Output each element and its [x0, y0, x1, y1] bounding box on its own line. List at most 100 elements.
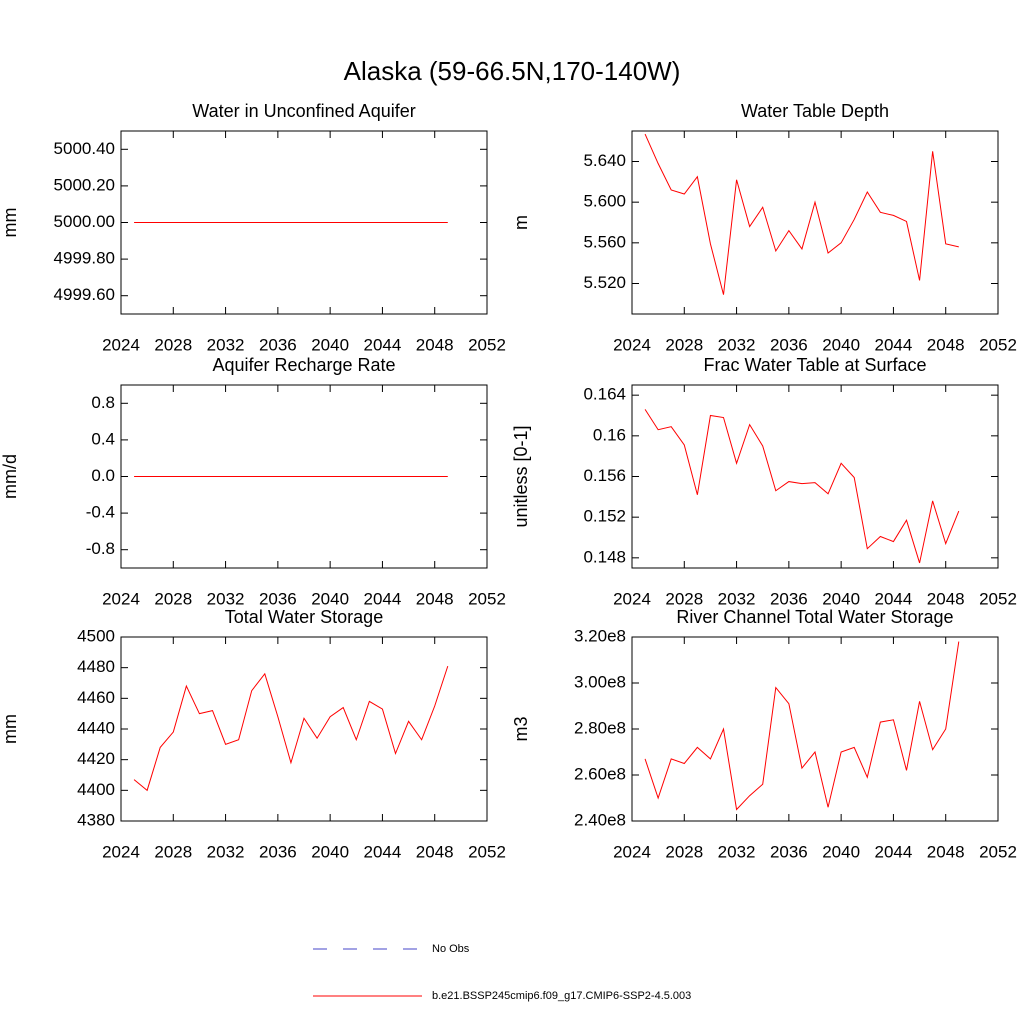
- y-tick-label: 2.60e8: [574, 764, 626, 783]
- y-axis-label: mm: [0, 714, 20, 744]
- x-tick-label: 2052: [468, 842, 506, 861]
- x-tick-label: 2052: [979, 589, 1017, 608]
- x-tick-label: 2032: [718, 589, 756, 608]
- x-tick-label: 2028: [665, 335, 703, 354]
- panel-title: River Channel Total Water Storage: [676, 607, 953, 627]
- x-tick-label: 2036: [259, 842, 297, 861]
- plot-frame: [631, 636, 999, 822]
- panel-title: Frac Water Table at Surface: [703, 355, 926, 375]
- y-tick-label: 0.8: [91, 393, 115, 412]
- x-tick-label: 2044: [875, 842, 913, 861]
- x-tick-label: 2044: [875, 589, 913, 608]
- y-tick-label: 4460: [77, 688, 115, 707]
- x-tick-label: 2048: [927, 842, 965, 861]
- y-axis-label: mm: [0, 208, 20, 238]
- x-tick-label: 2032: [718, 335, 756, 354]
- figure-title: Alaska (59-66.5N,170-140W): [344, 56, 681, 86]
- x-tick-label: 2040: [822, 335, 860, 354]
- x-tick-label: 2048: [416, 842, 454, 861]
- x-tick-label: 2036: [259, 589, 297, 608]
- x-tick-label: 2052: [468, 335, 506, 354]
- x-tick-label: 2032: [718, 842, 756, 861]
- y-tick-label: 0.156: [583, 466, 626, 485]
- x-tick-label: 2028: [154, 335, 192, 354]
- x-tick-label: 2032: [207, 842, 245, 861]
- x-tick-label: 2048: [927, 335, 965, 354]
- panel-title: Aquifer Recharge Rate: [212, 355, 395, 375]
- y-tick-label: 3.20e8: [574, 626, 626, 645]
- x-tick-label: 2024: [102, 842, 140, 861]
- y-tick-label: 4420: [77, 749, 115, 768]
- y-tick-label: 5000.40: [54, 139, 115, 158]
- data-line: [644, 641, 960, 811]
- y-tick-label: -0.8: [86, 539, 115, 558]
- x-tick-label: 2048: [416, 589, 454, 608]
- x-tick-label: 2036: [770, 589, 808, 608]
- x-tick-label: 2052: [979, 335, 1017, 354]
- x-tick-label: 2044: [364, 842, 402, 861]
- x-tick-label: 2036: [770, 842, 808, 861]
- panel-title: Water Table Depth: [741, 101, 889, 121]
- x-tick-label: 2036: [770, 335, 808, 354]
- panel: Total Water Storage mm 2024 2028 2032 2036 204…: [0, 607, 506, 862]
- y-tick-label: 4400: [77, 780, 115, 799]
- x-tick-label: 2052: [468, 589, 506, 608]
- panel: Water in Unconfined Aquifer mm 2024 2028 203…: [0, 101, 506, 355]
- y-axis-label: m: [511, 215, 531, 230]
- x-tick-label: 2032: [207, 589, 245, 608]
- x-tick-label: 2044: [875, 335, 913, 354]
- y-tick-label: 0.164: [583, 385, 626, 404]
- y-tick-label: 5000.20: [54, 175, 115, 194]
- y-tick-label: 5.640: [583, 151, 626, 170]
- plot-frame: [631, 384, 999, 569]
- panel: River Channel Total Water Storage m3 2024 2…: [511, 607, 1017, 862]
- x-tick-label: 2040: [822, 589, 860, 608]
- y-tick-label: 4480: [77, 657, 115, 676]
- x-tick-label: 2044: [364, 335, 402, 354]
- x-tick-label: 2028: [665, 589, 703, 608]
- panel: Aquifer Recharge Rate mm/d 2024 2028 2032 203…: [0, 355, 506, 609]
- y-axis-label: mm/d: [0, 454, 20, 499]
- y-tick-label: 4440: [77, 718, 115, 737]
- y-tick-label: 4500: [77, 626, 115, 645]
- legend-label: No Obs: [432, 943, 470, 955]
- x-tick-label: 2048: [927, 589, 965, 608]
- y-tick-label: -0.4: [86, 503, 115, 522]
- x-tick-label: 2040: [311, 335, 349, 354]
- plot-frame: [120, 636, 488, 822]
- y-tick-label: 0.0: [91, 466, 115, 485]
- x-tick-label: 2024: [102, 335, 140, 354]
- x-tick-label: 2048: [416, 335, 454, 354]
- panel-title: Total Water Storage: [225, 607, 383, 627]
- y-axis-label: unitless [0-1]: [511, 425, 531, 527]
- panel: Water Table Depth m 2024 2028 2032 2036 2040 20…: [511, 101, 1017, 355]
- x-tick-label: 2040: [311, 842, 349, 861]
- y-tick-label: 4380: [77, 810, 115, 829]
- x-tick-label: 2024: [613, 589, 651, 608]
- y-tick-label: 2.80e8: [574, 718, 626, 737]
- x-tick-label: 2040: [822, 842, 860, 861]
- x-tick-label: 2036: [259, 335, 297, 354]
- data-line: [644, 133, 959, 295]
- y-tick-label: 5.600: [583, 192, 626, 211]
- x-tick-label: 2032: [207, 335, 245, 354]
- plot-frame: [631, 130, 999, 315]
- y-tick-label: 0.152: [583, 507, 626, 526]
- y-tick-label: 4999.60: [54, 285, 115, 304]
- y-tick-label: 0.4: [91, 429, 115, 448]
- x-tick-label: 2024: [102, 589, 140, 608]
- legend-label: b.e21.BSSP245cmip6.f09_g17.CMIP6-SSP2-4.…: [432, 990, 691, 1002]
- y-tick-label: 5000.00: [54, 212, 115, 231]
- y-tick-label: 4999.80: [54, 249, 115, 268]
- x-tick-label: 2044: [364, 589, 402, 608]
- y-tick-label: 5.520: [583, 273, 626, 292]
- x-tick-label: 2052: [979, 842, 1017, 861]
- y-tick-label: 0.16: [593, 425, 626, 444]
- panel-title: Water in Unconfined Aquifer: [192, 101, 415, 121]
- data-line: [133, 665, 449, 792]
- x-tick-label: 2028: [154, 589, 192, 608]
- data-line: [644, 409, 960, 564]
- y-tick-label: 0.148: [583, 547, 626, 566]
- y-tick-label: 2.40e8: [574, 810, 626, 829]
